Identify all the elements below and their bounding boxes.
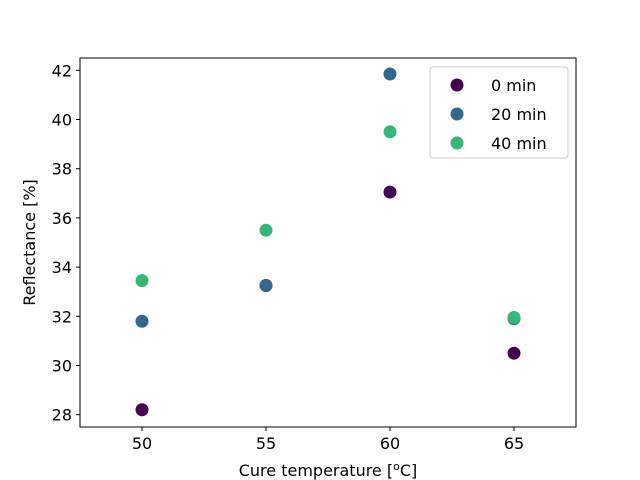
x-tick-label: 55 xyxy=(256,434,276,453)
legend: 0 min 20 min 40 min xyxy=(429,66,569,159)
data-point xyxy=(135,314,149,328)
legend-box xyxy=(429,66,569,159)
x-tick-label: 50 xyxy=(132,434,152,453)
y-tick-label: 38 xyxy=(52,160,72,179)
data-point xyxy=(507,346,521,360)
y-tick-label: 42 xyxy=(52,61,72,80)
data-point xyxy=(259,279,273,293)
y-tick-label: 36 xyxy=(52,209,72,228)
data-point xyxy=(507,311,521,325)
plot-frame xyxy=(79,57,577,428)
y-tick-label: 30 xyxy=(52,357,72,376)
y-tick-label: 40 xyxy=(52,111,72,130)
y-tick-label: 32 xyxy=(52,307,72,326)
x-tick-label: 65 xyxy=(504,434,524,453)
data-point xyxy=(383,125,397,139)
data-point xyxy=(383,185,397,199)
axis-ticks: 50 55 60 65 28 30 32 34 36 38 40 42 xyxy=(52,61,525,453)
data-point xyxy=(259,223,273,237)
x-tick-label: 60 xyxy=(380,434,400,453)
data-points xyxy=(135,67,521,417)
legend-label: 0 min xyxy=(491,76,536,95)
legend-marker xyxy=(450,107,464,121)
y-tick-label: 28 xyxy=(52,406,72,425)
data-point xyxy=(383,67,397,81)
legend-label: 20 min xyxy=(491,105,547,124)
legend-marker xyxy=(450,78,464,92)
x-axis-label: Cure temperature [oC] xyxy=(239,460,418,480)
legend-label: 40 min xyxy=(491,134,547,153)
data-point xyxy=(135,403,149,417)
data-point xyxy=(135,274,149,288)
y-tick-label: 34 xyxy=(52,258,72,277)
y-axis-label: Reflectance [%] xyxy=(20,179,39,306)
legend-marker xyxy=(450,136,464,150)
